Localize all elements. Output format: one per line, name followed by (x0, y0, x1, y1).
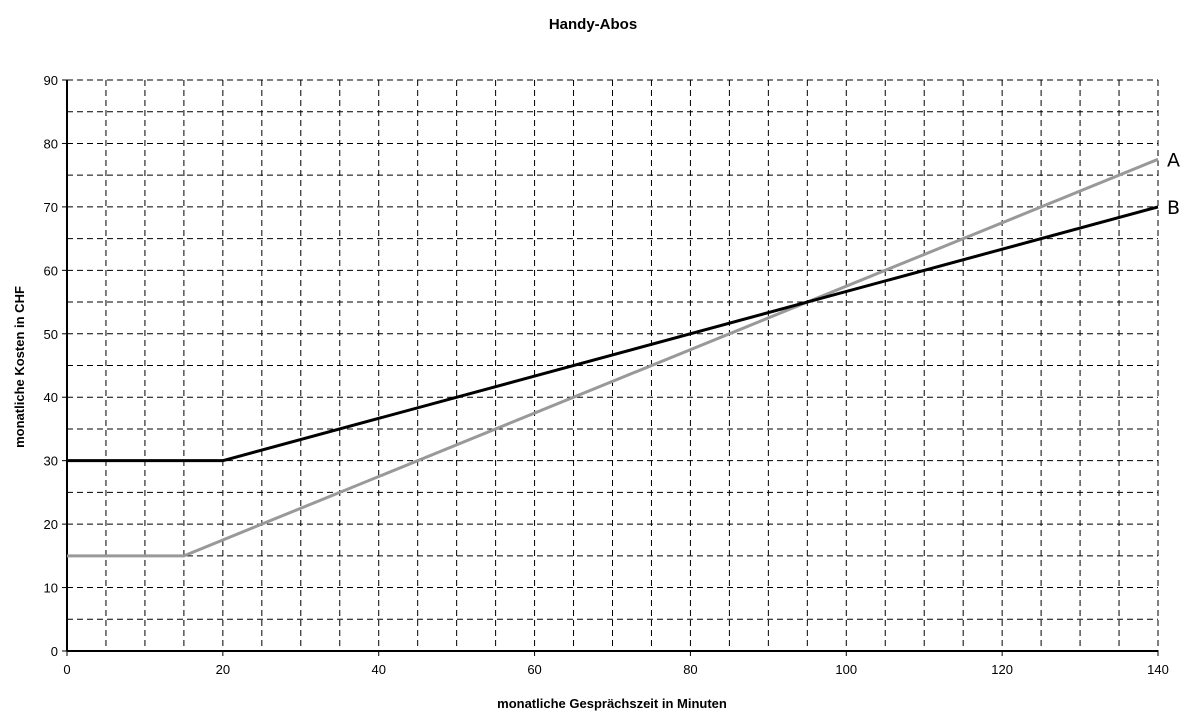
y-tick-label: 30 (44, 454, 58, 469)
series-line-a (67, 157, 1159, 558)
y-tick-label: 0 (51, 644, 58, 659)
x-axis-label: monatliche Gesprächszeit in Minuten (497, 696, 727, 711)
y-tick-label: 90 (44, 73, 58, 88)
y-tick-label: 60 (44, 263, 58, 278)
x-tick-label: 140 (1147, 662, 1169, 677)
y-tick-label: 50 (44, 327, 58, 342)
y-tick-label: 70 (44, 200, 58, 215)
x-tick-label: 100 (835, 662, 857, 677)
series-line-b (67, 205, 1159, 463)
x-tick-label: 0 (63, 662, 70, 677)
x-tick-label: 40 (371, 662, 385, 677)
chart-title: Handy-Abos (549, 16, 637, 33)
series-label-a: A (1167, 149, 1180, 171)
x-tick-label: 120 (991, 662, 1013, 677)
y-tick-label: 40 (44, 390, 58, 405)
x-tick-label: 60 (527, 662, 541, 677)
y-tick-label: 80 (44, 136, 58, 151)
x-tick-label: 20 (216, 662, 230, 677)
x-tick-label: 80 (683, 662, 697, 677)
x-axis-ticks: 0 20 40 60 80 100 120 140 (63, 651, 1169, 677)
grid (67, 79, 1159, 651)
series-group: AB (67, 149, 1180, 558)
y-axis-ticks: 0 10 20 30 40 50 60 70 80 90 (44, 73, 67, 659)
y-tick-label: 10 (44, 581, 58, 596)
y-axis-label: monatliche Kosten in CHF (12, 286, 27, 448)
y-tick-label: 20 (44, 517, 58, 532)
series-label-b: B (1167, 197, 1180, 219)
